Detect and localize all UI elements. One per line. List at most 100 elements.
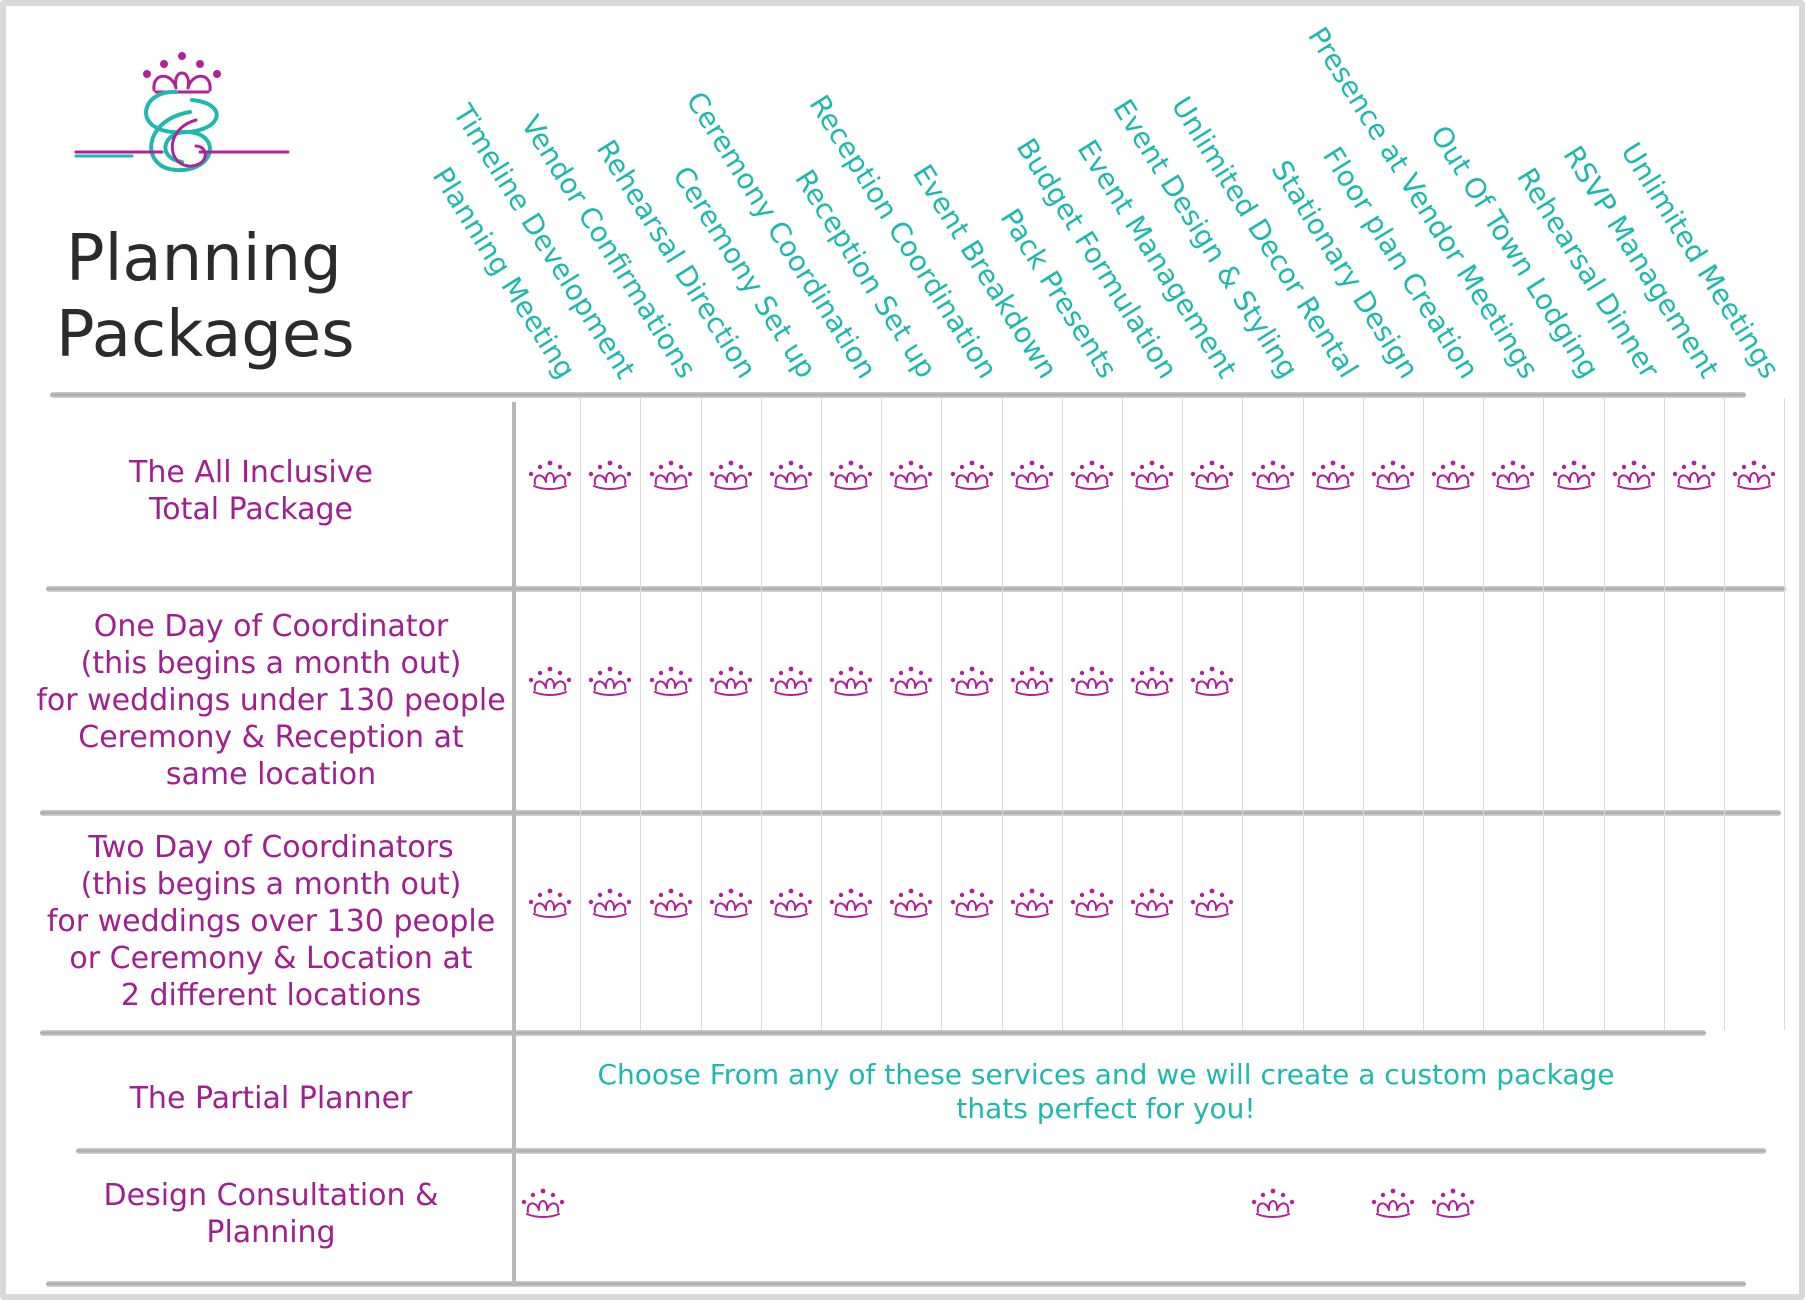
row-divider bbox=[40, 810, 1781, 816]
column-divider bbox=[1483, 398, 1485, 1030]
column-divider bbox=[1543, 398, 1545, 1030]
crown-icon bbox=[648, 460, 694, 492]
crown-icon bbox=[768, 888, 814, 920]
crown-icon bbox=[1069, 666, 1115, 698]
package-label-line: The Partial Planner bbox=[129, 1081, 413, 1116]
package-label-line: Two Day of Coordinators bbox=[88, 830, 454, 865]
package-label-line: same location bbox=[165, 757, 377, 792]
crown-icon bbox=[587, 460, 633, 492]
package-label-line: Total Package bbox=[149, 492, 353, 527]
package-label: The All Inclusive Total Package bbox=[6, 454, 496, 528]
crown-icon bbox=[888, 666, 934, 698]
crown-icon bbox=[648, 666, 694, 698]
column-divider bbox=[760, 398, 762, 1030]
column-divider bbox=[700, 398, 702, 1030]
package-label-line: for weddings under 130 people bbox=[36, 683, 506, 718]
crown-icon bbox=[1189, 460, 1235, 492]
column-divider bbox=[640, 398, 642, 1030]
crown-icon bbox=[708, 666, 754, 698]
crown-icon bbox=[1009, 460, 1055, 492]
page-title: Planning Packages bbox=[56, 221, 386, 373]
column-divider bbox=[580, 398, 582, 1030]
crown-icon bbox=[1250, 1188, 1296, 1220]
column-divider bbox=[1784, 398, 1786, 1030]
crown-ribbon-logo-icon bbox=[74, 52, 290, 173]
crown-icon bbox=[527, 666, 573, 698]
crown-icon bbox=[828, 666, 874, 698]
crown-icon bbox=[1129, 460, 1175, 492]
crown-icon bbox=[520, 1188, 566, 1220]
crown-icon bbox=[587, 666, 633, 698]
crown-icon bbox=[1370, 460, 1416, 492]
crown-icon bbox=[1611, 460, 1657, 492]
crown-icon bbox=[1009, 666, 1055, 698]
package-label-line: (this begins a month out) bbox=[80, 867, 462, 902]
crown-icon bbox=[1069, 888, 1115, 920]
column-divider bbox=[1122, 398, 1123, 1030]
column-divider bbox=[1423, 398, 1424, 1030]
crown-icon bbox=[1490, 460, 1536, 492]
crown-icon bbox=[1310, 460, 1356, 492]
crown-icon bbox=[1189, 888, 1235, 920]
crown-icon bbox=[888, 460, 934, 492]
crown-icon bbox=[1671, 460, 1717, 492]
label-column-divider bbox=[512, 402, 516, 1286]
crown-icon bbox=[768, 666, 814, 698]
crown-icon bbox=[828, 460, 874, 492]
title-line: Planning bbox=[66, 222, 342, 296]
crown-icon bbox=[1250, 460, 1296, 492]
crown-icon bbox=[527, 460, 573, 492]
column-divider bbox=[1182, 398, 1184, 1030]
column-divider bbox=[1302, 398, 1304, 1030]
crown-icon bbox=[949, 666, 995, 698]
crown-icon bbox=[1069, 460, 1115, 492]
package-label-line: (this begins a month out) bbox=[80, 646, 462, 681]
column-divider bbox=[1001, 398, 1003, 1030]
crown-icon bbox=[1129, 666, 1175, 698]
package-label-line: Ceremony & Reception at bbox=[78, 720, 464, 755]
note-line: Choose From any of these services and we… bbox=[597, 1058, 1615, 1091]
crown-icon bbox=[1731, 460, 1777, 492]
package-label: Design Consultation & Planning bbox=[26, 1177, 516, 1251]
column-divider bbox=[1061, 398, 1063, 1030]
package-label: The Partial Planner bbox=[26, 1080, 516, 1117]
package-label-line: for weddings over 130 people bbox=[46, 904, 496, 939]
crown-icon bbox=[648, 888, 694, 920]
column-divider bbox=[1663, 398, 1665, 1030]
crown-icon bbox=[527, 888, 573, 920]
crown-icon bbox=[828, 888, 874, 920]
partial-planner-note: Choose From any of these services and we… bbox=[526, 1058, 1686, 1126]
crown-icon bbox=[1129, 888, 1175, 920]
crown-icon bbox=[1189, 666, 1235, 698]
row-divider bbox=[40, 1030, 1706, 1036]
crown-icon bbox=[587, 888, 633, 920]
package-label-line: Planning bbox=[206, 1215, 336, 1250]
column-divider bbox=[881, 398, 883, 1030]
crown-icon bbox=[949, 460, 995, 492]
package-label-line: Design Consultation & bbox=[103, 1178, 439, 1213]
crown-icon bbox=[888, 888, 934, 920]
row-divider bbox=[46, 586, 1786, 592]
column-divider bbox=[1724, 398, 1725, 1030]
crown-icon bbox=[708, 888, 754, 920]
crown-icon bbox=[768, 460, 814, 492]
package-label-line: or Ceremony & Location at bbox=[69, 941, 473, 976]
crown-icon bbox=[1009, 888, 1055, 920]
row-divider bbox=[46, 1281, 1746, 1287]
crown-icon bbox=[949, 888, 995, 920]
crown-icon bbox=[1430, 1188, 1476, 1220]
row-divider bbox=[50, 392, 1746, 398]
column-divider bbox=[941, 398, 943, 1030]
crown-icon bbox=[1430, 460, 1476, 492]
package-label-line: The All Inclusive bbox=[129, 455, 373, 490]
crown-icon bbox=[708, 460, 754, 492]
column-divider bbox=[821, 398, 822, 1030]
crown-icon bbox=[1370, 1188, 1416, 1220]
column-divider bbox=[1362, 398, 1364, 1030]
package-label-line: One Day of Coordinator bbox=[93, 609, 449, 644]
package-label: Two Day of Coordinators (this begins a mo… bbox=[26, 829, 516, 1014]
column-divider bbox=[1242, 398, 1244, 1030]
note-line: thats perfect for you! bbox=[956, 1092, 1256, 1125]
package-label: One Day of Coordinator (this begins a mon… bbox=[26, 608, 516, 793]
